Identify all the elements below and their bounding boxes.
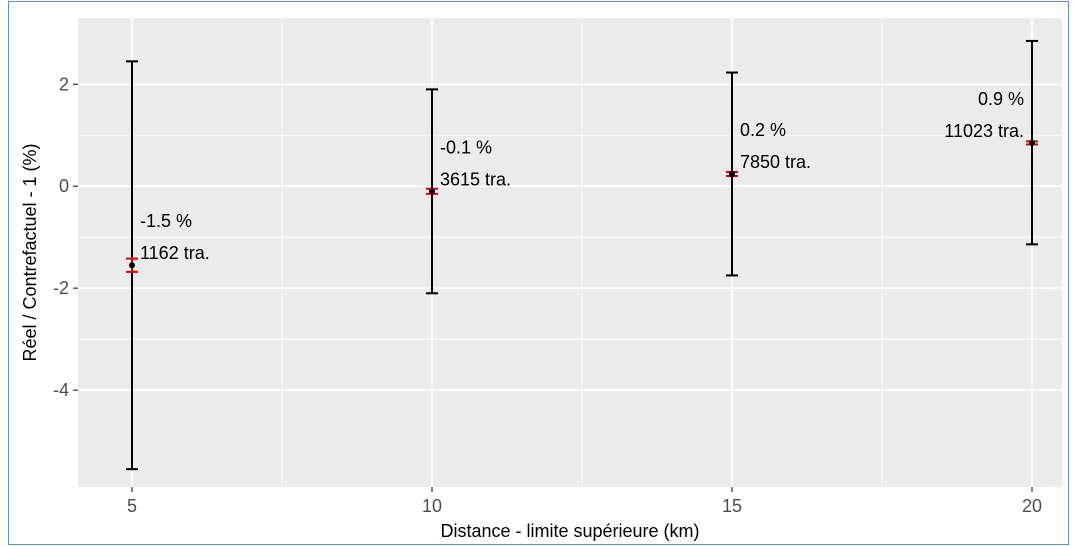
data-point — [729, 170, 735, 177]
annotation-percent: 0.9 % — [978, 89, 1024, 109]
x-axis-label: Distance - limite supérieure (km) — [440, 521, 699, 541]
annotation-count: 7850 tra. — [740, 152, 811, 172]
data-point — [129, 262, 135, 269]
y-tick-label: -4 — [53, 380, 69, 400]
annotation-count: 3615 tra. — [440, 169, 511, 189]
y-tick-label: 0 — [59, 176, 69, 196]
annotation-percent: 0.2 % — [740, 120, 786, 140]
error-bar-group: 0.9 % 11023 tra. — [944, 39, 1038, 246]
x-tick-label: 5 — [127, 496, 137, 516]
x-tick-label: 15 — [722, 496, 742, 516]
plot-panel — [78, 18, 1062, 487]
annotation-percent: -1.5 % — [140, 211, 192, 231]
annotation-count: 1162 tra. — [140, 243, 210, 263]
data-point — [429, 188, 435, 195]
x-tick-label: 20 — [1022, 496, 1042, 516]
error-bar-group: -0.1 % 3615 tra. — [426, 88, 511, 295]
x-tick-label: 10 — [422, 496, 442, 516]
data-point — [1029, 139, 1035, 146]
y-axis-label: Réel / Contrefactuel - 1 (%) — [20, 143, 40, 361]
error-bar-group: -1.5 % 1162 tra. — [126, 60, 210, 471]
annotation-count: 11023 tra. — [944, 121, 1024, 141]
x-axis-ticks: 5 10 15 20 — [127, 487, 1042, 516]
annotation-percent: -0.1 % — [440, 137, 492, 157]
data-marks: -1.5 % 1162 tra. -0.1 % 3615 tra. 0.2 % 7850 … — [126, 39, 1038, 471]
y-tick-label: 2 — [59, 74, 69, 94]
error-bar-group: 0.2 % 7850 tra. — [726, 71, 811, 277]
y-axis-ticks: -4 -2 0 2 — [53, 74, 78, 400]
y-tick-label: -2 — [53, 278, 69, 298]
